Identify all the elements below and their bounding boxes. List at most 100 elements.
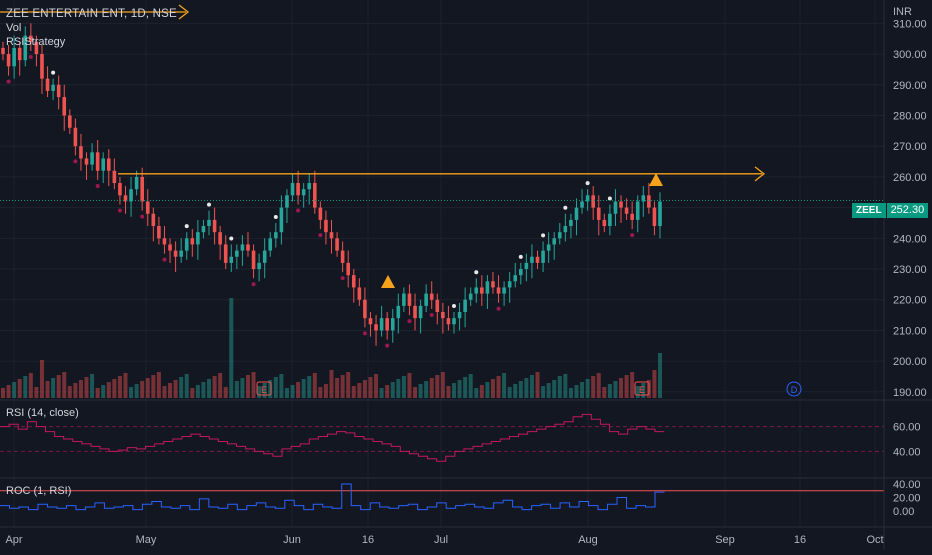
volume-bar <box>457 380 462 398</box>
volume-bar <box>84 377 89 398</box>
volume-bar <box>234 381 239 398</box>
candle-body <box>190 238 195 245</box>
volume-bar <box>424 381 429 398</box>
volume-bar <box>179 377 184 398</box>
volume-bar <box>440 372 445 398</box>
volume-bar <box>17 379 22 398</box>
last-price-tag: ZEEL 252.30 <box>852 203 929 218</box>
volume-bar <box>62 372 67 398</box>
candle-body <box>312 183 317 208</box>
candle-body <box>162 238 167 245</box>
volume-legend[interactable]: Vol <box>6 22 22 34</box>
volume-bar <box>301 379 306 398</box>
signal-dot <box>207 202 212 207</box>
volume-bar <box>652 370 657 398</box>
candle-body <box>452 318 456 325</box>
volume-bar <box>117 376 122 398</box>
volume-bar <box>140 381 145 398</box>
price-tick-label: 220.00 <box>893 295 927 307</box>
candle-body <box>179 250 183 257</box>
candle-body <box>157 226 161 239</box>
volume-bar <box>357 383 362 398</box>
volume-bar <box>485 382 490 398</box>
volume-bar <box>619 378 624 398</box>
candle-body <box>51 84 55 91</box>
resistance-arrow <box>754 166 766 182</box>
candle-body <box>652 207 657 227</box>
volume-bar <box>312 373 317 398</box>
price-tick-label: 290.00 <box>893 80 927 92</box>
candle-body <box>491 281 495 288</box>
candle-body <box>413 305 417 319</box>
candle-body <box>29 35 33 42</box>
price-tick-label: 310.00 <box>893 18 927 30</box>
candle-body <box>301 189 306 196</box>
symbol-title[interactable]: ZEE ENTERTAIN ENT, 1D, NSE <box>6 8 177 20</box>
candle-body <box>635 201 640 220</box>
signal-dot <box>563 205 568 210</box>
candle-body <box>212 219 217 233</box>
volume-bar <box>156 372 161 398</box>
candle-body <box>168 244 172 251</box>
volume-bar <box>323 384 328 398</box>
volume-bar <box>585 379 590 398</box>
volume-bar <box>446 386 451 398</box>
candle-body <box>591 195 595 208</box>
signal-dot <box>340 276 345 281</box>
volume-bar <box>268 380 273 398</box>
candle-body <box>480 287 484 294</box>
volume-bar <box>479 385 484 398</box>
candle-body <box>318 207 323 220</box>
candle-body <box>290 183 295 196</box>
signal-dot <box>496 306 501 311</box>
candle-body <box>118 183 122 196</box>
candle-body <box>235 250 239 257</box>
candle-body <box>602 219 607 227</box>
rsi-line <box>0 413 665 462</box>
volume-bar <box>607 384 612 398</box>
candle-body <box>251 250 256 270</box>
candle-body <box>368 318 373 325</box>
volume-bar <box>641 383 646 398</box>
time-tick-label: Jun <box>283 534 301 546</box>
volume-bar <box>162 386 167 398</box>
candle-body <box>580 201 584 208</box>
strategy-legend[interactable]: RSIStrategy <box>6 36 66 48</box>
candle-body <box>435 299 440 313</box>
volume-bar <box>23 376 28 398</box>
volume-bar <box>201 382 206 398</box>
candle-body <box>513 275 518 282</box>
signal-dot <box>184 224 189 229</box>
volume-bar <box>468 374 473 398</box>
volume-bar <box>385 385 390 398</box>
candle-body <box>379 318 384 331</box>
signal-dot <box>95 183 100 188</box>
volume-bar <box>151 375 156 398</box>
volume-bar <box>596 373 601 398</box>
volume-bar <box>463 377 468 398</box>
volume-bar <box>318 387 323 398</box>
volume-bar <box>229 298 234 398</box>
volume-bar <box>658 353 662 398</box>
roc-label[interactable]: ROC (1, RSI) <box>6 485 72 497</box>
strategy-markers <box>6 54 635 348</box>
signal-dot <box>474 270 479 275</box>
rsi-label[interactable]: RSI (14, close) <box>6 407 79 419</box>
price-tick-label: 230.00 <box>893 264 927 276</box>
signal-dot <box>140 214 145 219</box>
candle-body <box>329 232 334 239</box>
volume-bar <box>90 374 95 398</box>
time-tick-label: Apr <box>5 534 22 546</box>
volume-bar <box>184 374 189 398</box>
volume-bar <box>379 388 384 398</box>
roc-tick-label: 40.00 <box>893 479 921 491</box>
signal-dot <box>318 233 323 238</box>
candle-body <box>23 35 28 61</box>
volume-bar <box>279 374 284 398</box>
signal-dot <box>362 331 367 336</box>
signal-dot <box>630 233 635 238</box>
candle-body <box>17 47 22 61</box>
